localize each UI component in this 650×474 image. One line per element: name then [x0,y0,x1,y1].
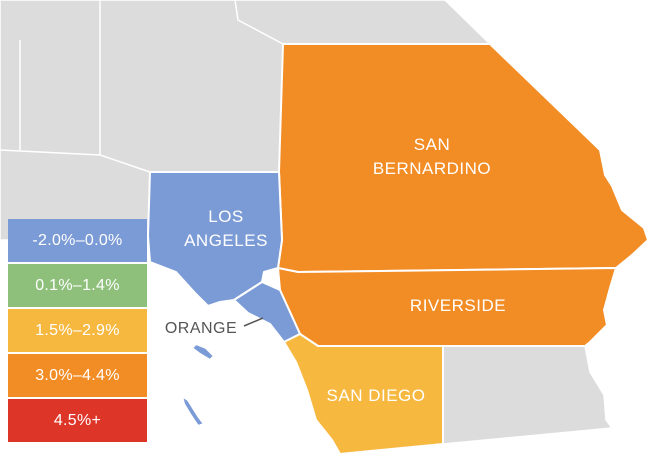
county-border-line [234,0,284,45]
legend-label: 3.0%–4.4% [35,366,120,384]
legend-item-1-5-to-2-9: 1.5%–2.9% [8,309,147,352]
label-riverside: RIVERSIDE [410,296,506,315]
legend-item-neg-2-to-0: -2.0%–0.0% [8,219,147,262]
label-san-diego: SAN DIEGO [327,386,426,405]
label-san-bernardino-line2: BERNARDINO [373,159,491,178]
label-los-angeles-line2: ANGELES [184,231,268,250]
legend-label: 1.5%–2.9% [35,321,120,339]
surrounding-counties [0,0,614,445]
legend-item-0-1-to-1-4: 0.1%–1.4% [8,264,147,307]
county-san-bernardino[interactable] [277,43,649,273]
legend-item-4-5-plus: 4.5%+ [8,399,147,442]
legend-label: 4.5%+ [53,411,102,429]
label-san-bernardino-line1: SAN [414,135,450,154]
legend: -2.0%–0.0% 0.1%–1.4% 1.5%–2.9% 3.0%–4.4%… [8,219,147,442]
island-catalina [191,343,215,361]
county-los-angeles[interactable] [147,171,283,307]
legend-item-3-0-to-4-4: 3.0%–4.4% [8,354,147,397]
county-san-diego[interactable] [283,333,444,455]
legend-label: -2.0%–0.0% [32,231,123,249]
county-border-line [0,149,101,156]
legend-label: 0.1%–1.4% [35,276,120,294]
island-san-clemente [181,395,205,427]
orange-callout-line [243,317,264,327]
imperial-county [442,345,614,445]
label-orange: ORANGE [165,320,237,337]
label-los-angeles-line1: LOS [208,207,244,226]
